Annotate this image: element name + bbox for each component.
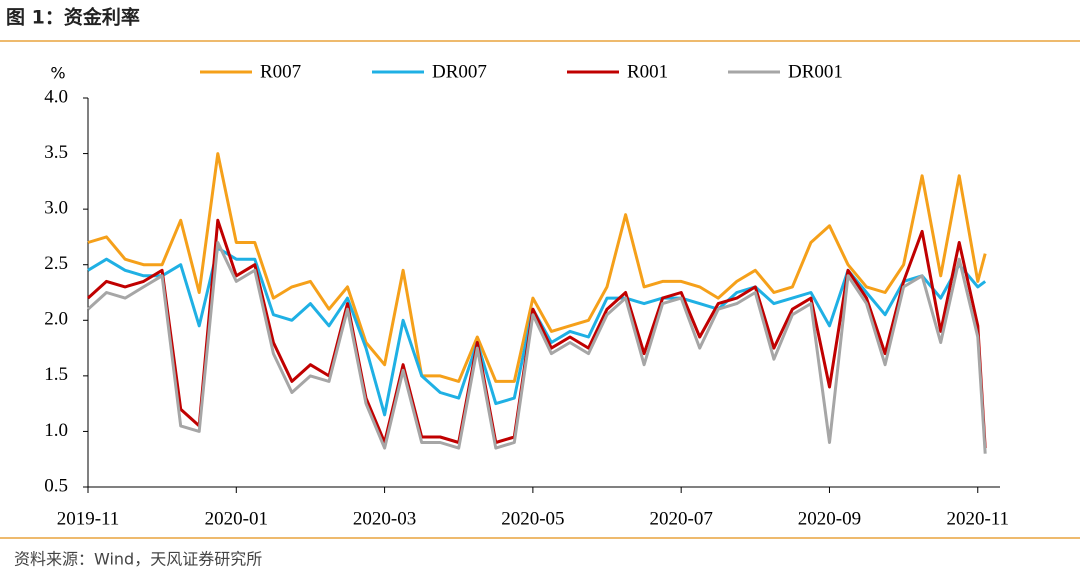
x-tick-label: 2020-11: [946, 508, 1009, 529]
legend-label: R001: [627, 61, 668, 82]
y-tick-label: 0.5: [44, 475, 68, 496]
y-tick-label: 1.5: [44, 364, 68, 385]
y-tick-label: 4.0: [44, 86, 68, 107]
y-tick-label: 1.0: [44, 420, 68, 441]
x-tick-label: 2020-09: [798, 508, 861, 529]
series-line: [86, 241, 987, 454]
x-tick-label: 2020-07: [650, 508, 713, 529]
y-tick-label: 3.5: [44, 142, 68, 163]
legend-label: DR001: [788, 61, 843, 82]
legend-label: R007: [260, 61, 301, 82]
y-axis-label: %: [50, 64, 65, 83]
x-tick-label: 2020-05: [501, 508, 564, 529]
y-tick-label: 2.5: [44, 253, 68, 274]
x-tick-label: 2019-11: [57, 508, 120, 529]
legend-label: DR007: [432, 61, 487, 82]
series-line: [87, 152, 987, 383]
x-tick-label: 2020-03: [353, 508, 416, 529]
y-tick-label: 2.0: [44, 309, 68, 330]
chart-title: 图 1：资金利率: [6, 6, 140, 29]
source: 资料来源：Wind，天风证券研究所: [14, 550, 262, 569]
y-tick-label: 3.0: [44, 198, 68, 219]
x-tick-label: 2020-01: [205, 508, 268, 529]
series-line: [86, 218, 987, 449]
